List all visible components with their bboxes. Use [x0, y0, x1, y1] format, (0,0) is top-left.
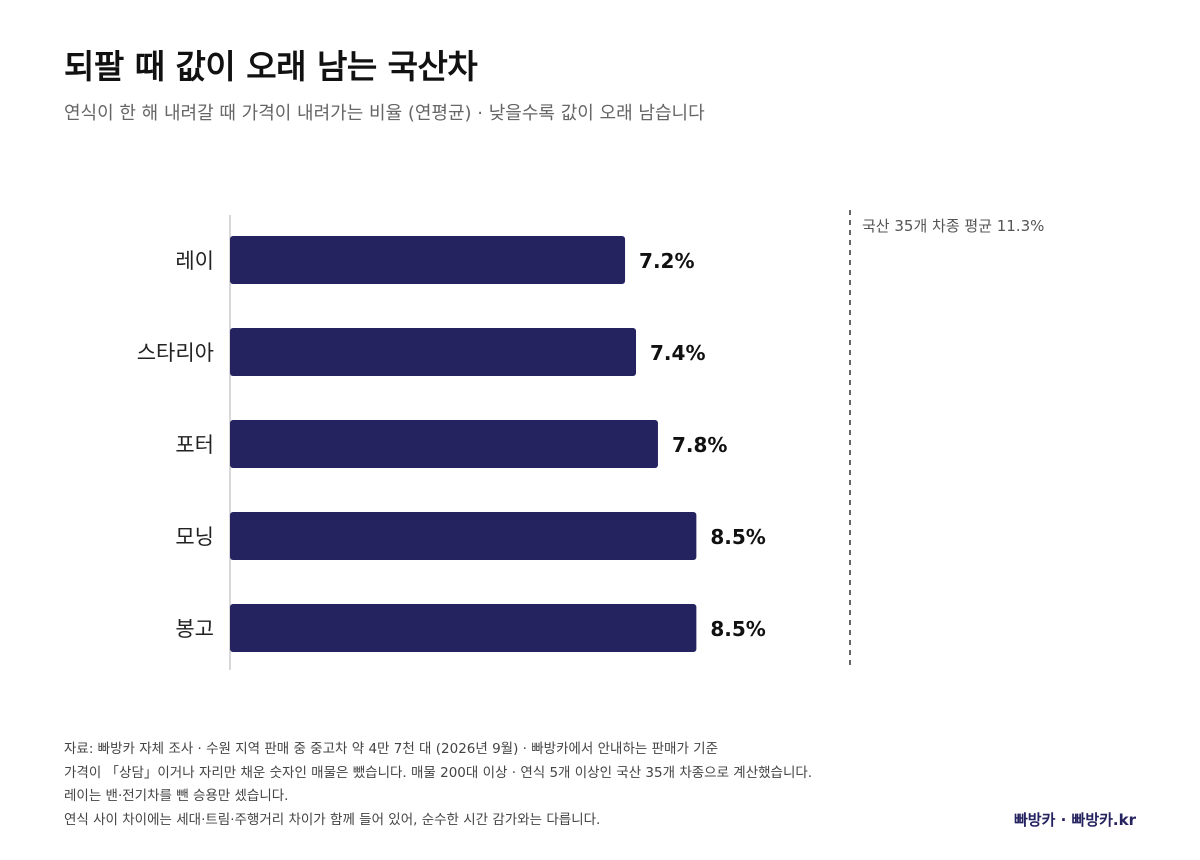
footer-source-line: 자료: 빠방카 자체 조사 · 수원 지역 판매 중 중고차 약 4만 7천 대…	[64, 741, 718, 757]
brand-credit: 빠방카 · 빠방카.kr	[1013, 811, 1136, 829]
value-label: 8.5%	[710, 525, 765, 549]
category-label: 스타리아	[137, 341, 214, 365]
footer-caveat-line: 연식 사이 차이에는 세대·트림·주행거리 차이가 함께 들어 있어, 순수한 …	[64, 811, 601, 828]
bar	[230, 512, 697, 560]
footer-notes: 자료: 빠방카 자체 조사 · 수원 지역 판매 중 중고차 약 4만 7천 대…	[64, 738, 812, 832]
value-label: 8.5%	[710, 617, 765, 641]
category-label: 봉고	[175, 617, 214, 641]
category-label: 레이	[175, 249, 214, 273]
value-label: 7.4%	[650, 341, 705, 365]
category-label: 모닝	[175, 525, 214, 549]
value-label: 7.2%	[639, 249, 694, 273]
average-reference-label: 국산 35개 차종 평균 11.3%	[862, 217, 1044, 235]
bar	[230, 420, 658, 468]
footer-ray-note-line: 레이는 밴·전기차를 뺀 승용만 셌습니다.	[64, 788, 289, 804]
bar	[230, 328, 637, 376]
bar	[230, 604, 697, 652]
bar-chart: 레이 7.2% 스타리아 7.4% 포터 7.8% 모닝 8.5% 봉고 8.5% 국산 35개 차…	[137, 210, 1044, 670]
value-label: 7.8%	[672, 433, 727, 457]
footer-exclusion-line: 가격이 「상담」이거나 자리만 채운 숫자인 매물은 뺐습니다. 매물 200대…	[64, 764, 813, 781]
bar	[230, 236, 626, 284]
chart-subtitle: 연식이 한 해 내려갈 때 가격이 내려가는 비율 (연평균) · 낮을수록 값…	[64, 103, 705, 124]
chart-title: 되팔 때 값이 오래 남는 국산차	[64, 47, 478, 86]
category-label: 포터	[175, 433, 214, 457]
